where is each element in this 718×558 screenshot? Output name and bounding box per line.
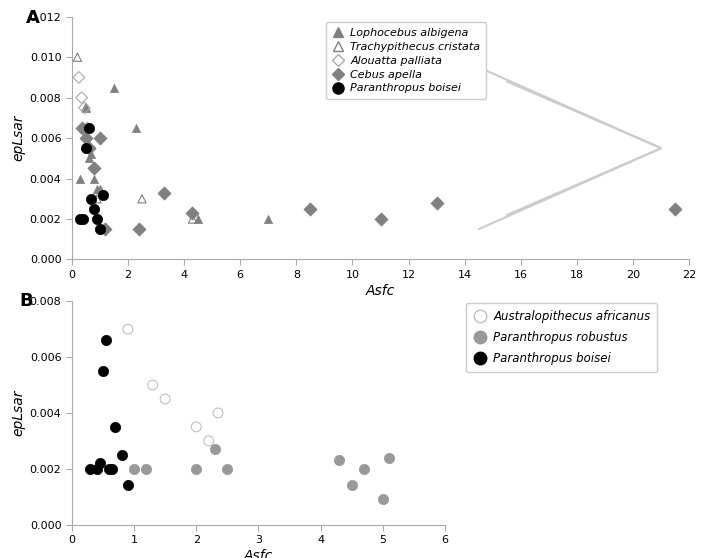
Point [80, 144, 92, 153]
Point [91, 214, 103, 223]
Point [263, 214, 274, 223]
Point [85, 464, 96, 473]
Point [187, 214, 198, 223]
Point [75, 214, 86, 223]
Legend: Australopithecus africanus, Paranthropus robustus, Paranthropus boisei: Australopithecus africanus, Paranthropus… [466, 303, 658, 372]
Y-axis label: epLsar: epLsar [11, 389, 25, 436]
Point [334, 456, 345, 465]
Point [88, 164, 100, 173]
Point [80, 103, 92, 112]
Point [78, 214, 89, 223]
Point [134, 225, 145, 234]
Point [103, 464, 115, 473]
Legend: Lophocebus albigena, Trachypithecus cristata, Alouatta palliata, Cebus apella, P: Lophocebus albigena, Trachypithecus cris… [326, 22, 486, 99]
Point [76, 93, 88, 102]
Point [94, 184, 106, 193]
Y-axis label: epLsar: epLsar [11, 115, 25, 161]
Point [346, 481, 358, 490]
Point [116, 450, 127, 459]
Point [122, 325, 134, 334]
Point [94, 459, 106, 468]
Point [97, 367, 108, 376]
Point [75, 174, 86, 183]
Point [94, 225, 106, 234]
Point [79, 103, 90, 112]
Point [106, 464, 118, 473]
Point [110, 422, 121, 431]
Point [81, 123, 93, 132]
Point [190, 464, 202, 473]
Point [190, 422, 202, 431]
Point [431, 198, 442, 207]
X-axis label: Asfc: Asfc [244, 549, 273, 558]
Point [91, 194, 103, 203]
Point [94, 134, 106, 143]
Point [88, 204, 100, 213]
Point [192, 214, 204, 223]
Point [83, 154, 94, 163]
Text: A: A [26, 9, 39, 27]
Point [383, 453, 395, 462]
Point [147, 381, 159, 389]
Point [209, 445, 220, 454]
Point [304, 204, 316, 213]
Point [88, 164, 100, 173]
Point [131, 123, 142, 132]
Text: B: B [19, 292, 33, 310]
Point [73, 73, 85, 82]
Point [122, 481, 134, 490]
Point [136, 194, 148, 203]
Point [159, 188, 170, 197]
Point [222, 464, 233, 473]
Point [203, 436, 215, 445]
Point [669, 204, 681, 213]
Point [83, 144, 94, 153]
Point [72, 53, 83, 62]
Point [100, 225, 111, 234]
Point [80, 134, 92, 143]
Point [159, 395, 171, 403]
Point [97, 190, 108, 199]
Point [91, 184, 103, 193]
Point [213, 408, 224, 417]
Point [84, 144, 95, 153]
Point [76, 123, 88, 132]
Point [91, 464, 103, 473]
Point [88, 174, 100, 183]
Point [375, 214, 386, 223]
Point [80, 103, 92, 112]
X-axis label: Asfc: Asfc [366, 284, 395, 298]
Point [101, 336, 112, 345]
Point [358, 464, 370, 473]
Point [85, 150, 97, 158]
Point [141, 464, 152, 473]
Point [129, 464, 140, 473]
Point [83, 123, 94, 132]
Point [108, 83, 120, 92]
Point [85, 194, 97, 203]
Point [187, 209, 198, 218]
Point [377, 495, 388, 504]
